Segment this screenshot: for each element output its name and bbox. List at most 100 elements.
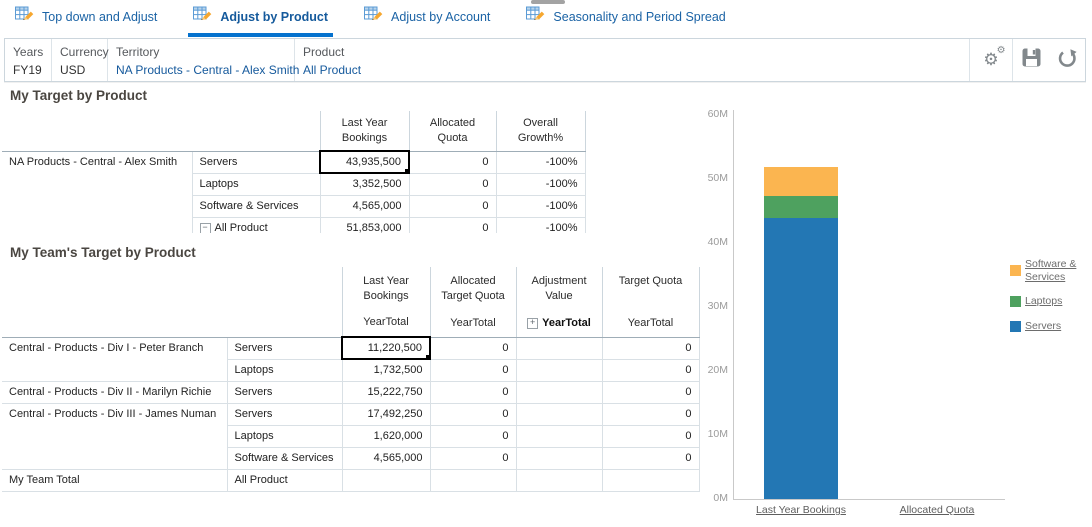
row-header-cell[interactable]: Central - Products - Div I - Peter Branc… [2, 337, 227, 382]
data-cell[interactable]: 1,620,000 [341, 425, 430, 448]
product-cell[interactable]: Servers [226, 381, 342, 404]
data-grid: Last Year Bookings Allocated Quota Overall… [2, 111, 586, 233]
data-cell[interactable]: -100% [495, 217, 586, 233]
product-cell[interactable]: Servers [226, 337, 342, 360]
data-cell[interactable]: 3,352,500 [319, 173, 409, 196]
column-header[interactable]: Adjustment Value [515, 267, 602, 311]
refresh-button[interactable] [1049, 39, 1085, 81]
column-header[interactable]: Last Year Bookings [319, 111, 409, 152]
selected-cell[interactable]: 11,220,500 [341, 336, 431, 360]
product-cell[interactable]: Software & Services [191, 195, 320, 218]
header-spacer [2, 267, 342, 311]
row-header-cell[interactable]: NA Products - Central - Alex Smith [2, 151, 192, 233]
data-cell[interactable]: 0 [429, 359, 516, 382]
column-header[interactable]: Allocated Target Quota [429, 267, 516, 311]
selection-handle[interactable] [426, 355, 428, 357]
product-cell[interactable]: Servers [226, 403, 342, 426]
data-cell[interactable] [515, 403, 602, 426]
row-header-cell[interactable]: My Team Total [2, 469, 227, 492]
data-cell[interactable]: 17,492,250 [341, 403, 430, 426]
column-header[interactable]: Last Year Bookings [341, 267, 430, 311]
tab-adjust-by-account[interactable]: Adjust by Account [359, 0, 495, 37]
column-header[interactable]: YearTotal [515, 311, 602, 338]
table-row: My Team Total All Product [2, 469, 700, 492]
edit-grid-icon [526, 6, 546, 27]
legend-item-software-services[interactable]: Software & Services [1010, 258, 1092, 283]
product-cell[interactable]: All Product [226, 469, 342, 492]
data-cell[interactable]: -100% [495, 195, 586, 218]
product-cell[interactable]: Laptops [226, 359, 342, 382]
legend-swatch [1010, 295, 1021, 307]
data-cell[interactable] [515, 337, 602, 360]
product-cell[interactable]: All Product [191, 217, 320, 233]
data-cell[interactable]: 0 [601, 447, 700, 470]
data-cell[interactable]: 0 [601, 359, 700, 382]
tab-seasonality-and-period-spread[interactable]: Seasonality and Period Spread [521, 0, 730, 37]
column-header[interactable]: YearTotal [601, 311, 700, 338]
data-cell[interactable]: 0 [601, 337, 700, 360]
data-cell[interactable] [515, 425, 602, 448]
legend-item-laptops[interactable]: Laptops [1010, 295, 1092, 308]
data-cell[interactable]: 0 [408, 173, 496, 196]
pov-value: USD [60, 63, 86, 77]
product-cell[interactable]: Software & Services [226, 447, 342, 470]
data-cell[interactable]: 0 [429, 447, 516, 470]
data-cell[interactable]: 0 [429, 381, 516, 404]
row-header-cell[interactable]: Central - Products - Div III - James Num… [2, 403, 227, 470]
scrollbar-thumb[interactable] [531, 0, 565, 4]
pov-product-link[interactable]: All Product [303, 63, 362, 77]
selection-handle[interactable] [405, 169, 407, 171]
bar-segment-servers[interactable] [764, 217, 838, 499]
section-title-my-target: My Target by Product [10, 88, 148, 103]
tab-top-down-and-adjust[interactable]: Top down and Adjust [10, 0, 162, 37]
product-cell[interactable]: Laptops [191, 173, 320, 196]
row-header-cell[interactable]: Central - Products - Div II - Marilyn Ri… [2, 381, 227, 404]
table-row: Software & Services 4,565,000 0 0 [2, 447, 700, 470]
tab-label: Top down and Adjust [42, 9, 158, 24]
data-cell[interactable]: 4,565,000 [341, 447, 430, 470]
product-cell[interactable]: Servers [191, 151, 320, 174]
column-header[interactable]: YearTotal [341, 311, 430, 338]
collapse-icon[interactable] [199, 223, 211, 233]
data-cell[interactable]: 0 [429, 425, 516, 448]
bar-segment-laptops[interactable] [764, 196, 838, 218]
data-cell[interactable]: 0 [408, 195, 496, 218]
x-category-label[interactable]: Last Year Bookings [756, 504, 846, 516]
data-cell[interactable]: 0 [429, 403, 516, 426]
data-cell[interactable] [515, 469, 602, 492]
bar-segment-software-services[interactable] [764, 167, 838, 197]
column-header[interactable]: Target Quota [601, 267, 700, 311]
data-cell[interactable]: 1,732,500 [341, 359, 430, 382]
data-cell[interactable] [515, 381, 602, 404]
data-cell[interactable]: 0 [601, 381, 700, 404]
column-header[interactable]: Overall Growth% [495, 111, 586, 152]
actions-button[interactable]: ⚙ ⚙ [970, 39, 1012, 81]
data-cell[interactable]: -100% [495, 173, 586, 196]
data-cell[interactable] [601, 469, 700, 492]
data-cell[interactable] [515, 447, 602, 470]
pov-territory-link[interactable]: NA Products - Central - Alex Smith [116, 63, 300, 77]
data-cell[interactable]: -100% [495, 151, 586, 174]
data-cell[interactable]: 0 [408, 217, 496, 233]
column-header[interactable]: YearTotal [429, 311, 516, 338]
settings-gears-icon: ⚙ ⚙ [983, 44, 1006, 70]
data-cell[interactable] [515, 359, 602, 382]
data-cell[interactable]: 51,853,000 [319, 217, 409, 233]
product-cell[interactable]: Laptops [226, 425, 342, 448]
expand-icon[interactable] [527, 317, 539, 329]
data-cell[interactable]: 0 [601, 425, 700, 448]
data-cell[interactable]: 0 [408, 151, 496, 174]
tab-adjust-by-product[interactable]: Adjust by Product [188, 0, 334, 37]
save-button[interactable] [1013, 39, 1049, 81]
selected-cell[interactable]: 43,935,500 [319, 150, 410, 174]
data-cell[interactable]: 0 [429, 337, 516, 360]
legend-item-servers[interactable]: Servers [1010, 320, 1092, 333]
data-cell[interactable]: 4,565,000 [319, 195, 409, 218]
pov-label: Years [13, 45, 44, 59]
x-category-label[interactable]: Allocated Quota [899, 504, 975, 516]
column-header[interactable]: Allocated Quota [408, 111, 496, 152]
data-cell[interactable] [341, 469, 430, 492]
data-cell[interactable]: 0 [601, 403, 700, 426]
data-cell[interactable]: 15,222,750 [341, 381, 430, 404]
data-cell[interactable] [429, 469, 516, 492]
